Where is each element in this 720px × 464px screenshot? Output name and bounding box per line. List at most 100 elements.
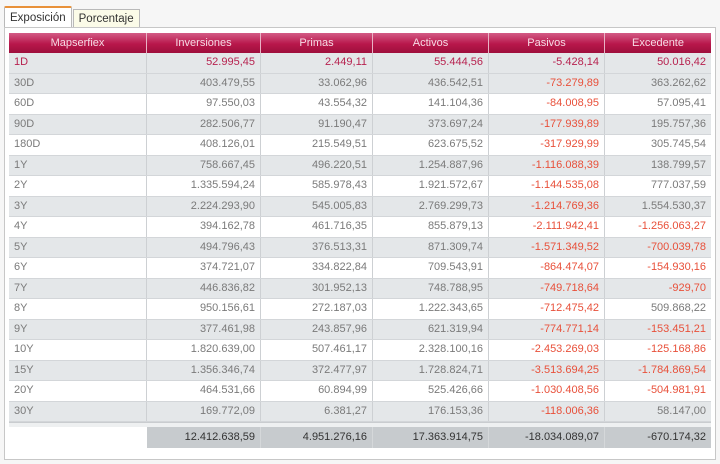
cell-bucket: 7Y (9, 278, 147, 298)
cell-bucket: 30D (9, 73, 147, 93)
cell-excedente: -125.168,86 (647, 343, 706, 355)
cell-activos: 621.319,94 (373, 319, 489, 339)
table-row[interactable]: 4Y 394.162,78 461.716,35 855.879,13 -2.111.9… (9, 217, 711, 238)
cell-primas: 215.549,51 (261, 135, 373, 155)
cell-primas: 376.513,31 (261, 237, 373, 257)
cell-inversiones: 1.820.639,00 (147, 340, 261, 360)
cell-activos: 1.254.887,96 (373, 155, 489, 175)
cell-primas: 33.062,96 (261, 73, 373, 93)
cell-pasivos: -864.474,07 (489, 258, 605, 278)
cell-activos: 525.426,66 (373, 381, 489, 401)
grid-body: 1D 52.995,45 2.449,11 55.444,56 -5.428,14 50.… (9, 53, 711, 422)
cell-pasivos: -73.279,89 (489, 73, 605, 93)
cell-excedente: -153.451,21 (647, 322, 706, 335)
table-row[interactable]: 10Y 1.820.639,00 507.461,17 2.328.100,16 -2.… (9, 340, 711, 361)
grid-header: Mapserfiex Inversiones Primas Activos Pa… (9, 33, 711, 53)
cell-inversiones: 464.531,66 (147, 381, 261, 401)
column-header-excedente[interactable]: Excedente (632, 37, 684, 49)
column-header-primas[interactable]: Primas (261, 33, 373, 53)
cell-primas: 545.005,83 (261, 196, 373, 216)
table-row[interactable]: 1Y 758.667,45 496.220,51 1.254.887,96 -1.116… (9, 155, 711, 176)
cell-inversiones: 408.126,01 (147, 135, 261, 155)
cell-excedente: 50.016,42 (657, 56, 706, 68)
cell-primas: 243.857,96 (261, 319, 373, 339)
cell-excedente: 58.147,00 (657, 404, 706, 417)
table-row[interactable]: 7Y 446.836,82 301.952,13 748.788,95 -749.718… (9, 278, 711, 299)
cell-pasivos: -177.939,89 (489, 114, 605, 134)
total-primas: 4.951.276,16 (261, 427, 373, 448)
cell-excedente: 363.262,62 (650, 76, 706, 89)
exposure-panel: Mapserfiex Inversiones Primas Activos Pa… (4, 27, 716, 460)
cell-pasivos: -712.475,42 (489, 299, 605, 319)
table-row[interactable]: 30Y 169.772,09 6.381,27 176.153,36 -118.006,… (9, 401, 711, 422)
cell-bucket: 9Y (9, 319, 147, 339)
cell-bucket: 2Y (9, 176, 147, 196)
cell-activos: 176.153,36 (373, 401, 489, 421)
table-row[interactable]: 5Y 494.796,43 376.513,31 871.309,74 -1.571.3… (9, 237, 711, 258)
table-row[interactable]: 1D 52.995,45 2.449,11 55.444,56 -5.428,14 50.… (9, 53, 711, 74)
cell-bucket: 8Y (9, 299, 147, 319)
cell-pasivos: -84.008,95 (489, 94, 605, 114)
table-row[interactable]: 6Y 374.721,07 334.822,84 709.543,91 -864.474… (9, 258, 711, 279)
table-row[interactable]: 8Y 950.156,61 272.187,03 1.222.343,65 -712.4… (9, 299, 711, 320)
cell-excedente: 57.095,41 (657, 97, 706, 109)
cell-excedente: 195.757,36 (650, 117, 706, 130)
cell-pasivos: -2.111.942,41 (489, 217, 605, 237)
cell-bucket: 6Y (9, 258, 147, 278)
cell-activos: 1.222.343,65 (373, 299, 489, 319)
cell-inversiones: 494.796,43 (147, 237, 261, 257)
table-row[interactable]: 2Y 1.335.594,24 585.978,43 1.921.572,67 -1.1… (9, 176, 711, 197)
cell-pasivos: -317.929,99 (489, 135, 605, 155)
table-row[interactable]: 60D 97.550,03 43.554,32 141.104,36 -84.008,9… (9, 94, 711, 115)
total-pasivos: -18.034.089,07 (489, 427, 605, 448)
cell-bucket: 180D (9, 135, 147, 155)
cell-bucket: 4Y (9, 217, 147, 237)
totals-row: 12.412.638,59 4.951.276,16 17.363.914,75… (9, 427, 711, 448)
total-excedente: -670.174,32 (605, 427, 711, 448)
cell-bucket: 90D (9, 114, 147, 134)
table-row[interactable]: 180D 408.126,01 215.549,51 623.675,52 -317.9… (9, 135, 711, 156)
cell-inversiones: 2.224.293,90 (147, 196, 261, 216)
cell-activos: 748.788,95 (373, 278, 489, 298)
cell-bucket: 3Y (9, 196, 147, 216)
cell-activos: 1.728.824,71 (373, 360, 489, 380)
cell-excedente: -929,70 (668, 281, 706, 294)
table-row[interactable]: 30D 403.479,55 33.062,96 436.542,51 -73.279,… (9, 73, 711, 94)
cell-primas: 43.554,32 (261, 94, 373, 114)
cell-activos: 855.879,13 (373, 217, 489, 237)
total-inversiones: 12.412.638,59 (147, 427, 261, 448)
column-header-activos[interactable]: Activos (373, 33, 489, 53)
tab-exposicion[interactable]: Exposición (4, 6, 72, 28)
table-row[interactable]: 90D 282.506,77 91.190,47 373.697,24 -177.939… (9, 114, 711, 135)
cell-inversiones: 950.156,61 (147, 299, 261, 319)
column-header-pasivos[interactable]: Pasivos (489, 33, 605, 53)
cell-pasivos: -1.144.535,08 (489, 176, 605, 196)
column-header-inversiones[interactable]: Inversiones (147, 33, 261, 53)
cell-primas: 334.822,84 (261, 258, 373, 278)
cell-inversiones: 1.335.594,24 (147, 176, 261, 196)
cell-activos: 709.543,91 (373, 258, 489, 278)
cell-excedente: -1.256.063,27 (638, 220, 706, 232)
cell-primas: 301.952,13 (261, 278, 373, 298)
cell-activos: 1.921.572,67 (373, 176, 489, 196)
cell-excedente: 305.745,54 (650, 138, 706, 150)
table-row[interactable]: 20Y 464.531,66 60.894,99 525.426,66 -1.030.4… (9, 381, 711, 402)
cell-bucket: 60D (9, 94, 147, 114)
table-row[interactable]: 9Y 377.461,98 243.857,96 621.319,94 -774.771… (9, 319, 711, 340)
cell-primas: 2.449,11 (261, 53, 373, 73)
cell-pasivos: -1.571.349,52 (489, 237, 605, 257)
totals-label-blank (9, 427, 147, 448)
cell-bucket: 1D (9, 53, 147, 73)
column-header-mapserfiex[interactable]: Mapserfiex (9, 33, 147, 53)
cell-primas: 585.978,43 (261, 176, 373, 196)
cell-pasivos: -1.116.088,39 (489, 155, 605, 175)
tab-porcentaje[interactable]: Porcentaje (72, 9, 140, 28)
tab-strip: Exposición Porcentaje (4, 6, 141, 28)
cell-activos: 623.675,52 (373, 135, 489, 155)
cell-primas: 91.190,47 (261, 114, 373, 134)
table-row[interactable]: 15Y 1.356.346,74 372.477,97 1.728.824,71 -3.… (9, 360, 711, 381)
table-row[interactable]: 3Y 2.224.293,90 545.005,83 2.769.299,73 -1.2… (9, 196, 711, 217)
cell-primas: 507.461,17 (261, 340, 373, 360)
cell-activos: 871.309,74 (373, 237, 489, 257)
cell-activos: 2.328.100,16 (373, 340, 489, 360)
